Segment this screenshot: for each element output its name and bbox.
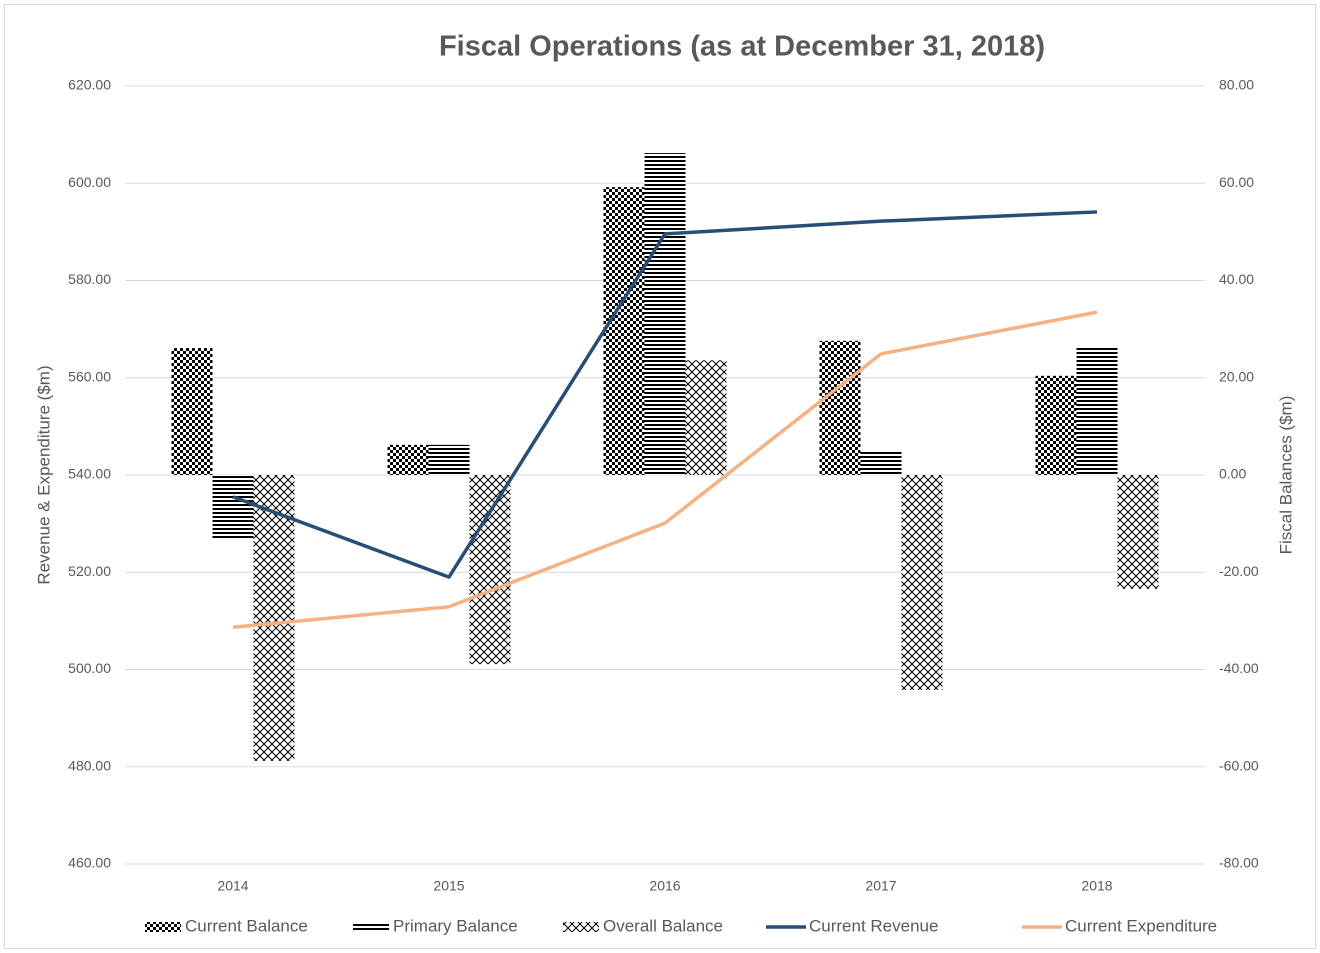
legend-swatch (563, 922, 599, 932)
y2-axis-title: Fiscal Balances ($m) (1276, 396, 1295, 555)
bar (685, 360, 727, 475)
y2-tick-label: 0.00 (1219, 466, 1246, 482)
y2-tick-label: -20.00 (1219, 563, 1259, 579)
x-tick-label: 2015 (433, 878, 464, 894)
bar (387, 444, 429, 475)
bar (1076, 347, 1118, 475)
bar (603, 187, 645, 475)
bar (1117, 475, 1159, 589)
y-tick-label: 540.00 (68, 466, 111, 482)
y-tick-label: 460.00 (68, 855, 111, 871)
legend-label: Current Expenditure (1065, 916, 1217, 935)
bar (212, 475, 254, 540)
x-tick-label: 2016 (649, 878, 680, 894)
y2-tick-label: -60.00 (1219, 757, 1259, 773)
bar (860, 451, 902, 475)
y-tick-label: 480.00 (68, 757, 111, 773)
legend-swatch (353, 922, 389, 932)
legend-label: Current Revenue (809, 916, 938, 935)
bar (171, 348, 213, 475)
chart-title: Fiscal Operations (as at December 31, 20… (439, 31, 1045, 63)
y2-tick-label: 80.00 (1219, 77, 1254, 93)
bar (428, 444, 470, 475)
line (232, 210, 1098, 579)
legend-label: Overall Balance (603, 916, 723, 935)
bar (253, 475, 295, 761)
legend-swatch (145, 922, 181, 932)
bar (1035, 375, 1077, 475)
legend-label: Current Balance (185, 916, 308, 935)
y-tick-label: 560.00 (68, 368, 111, 384)
y-tick-label: 520.00 (68, 563, 111, 579)
line (232, 310, 1098, 629)
bar (644, 153, 686, 476)
y2-tick-label: -80.00 (1219, 855, 1259, 871)
x-tick-label: 2018 (1081, 878, 1112, 894)
y-tick-label: 600.00 (68, 174, 111, 190)
bar (469, 475, 511, 665)
x-tick-label: 2014 (217, 878, 248, 894)
y-tick-label: 620.00 (68, 77, 111, 93)
y2-tick-label: -40.00 (1219, 660, 1259, 676)
y2-tick-label: 40.00 (1219, 271, 1254, 287)
bar (819, 340, 861, 475)
y2-tick-label: 20.00 (1219, 368, 1254, 384)
y-tick-label: 500.00 (68, 660, 111, 676)
x-tick-label: 2017 (865, 878, 896, 894)
legend-label: Primary Balance (393, 916, 518, 935)
bar (901, 475, 943, 690)
y2-tick-label: 60.00 (1219, 174, 1254, 190)
y-tick-label: 580.00 (68, 271, 111, 287)
y-axis-title: Revenue & Expenditure ($m) (34, 365, 53, 584)
